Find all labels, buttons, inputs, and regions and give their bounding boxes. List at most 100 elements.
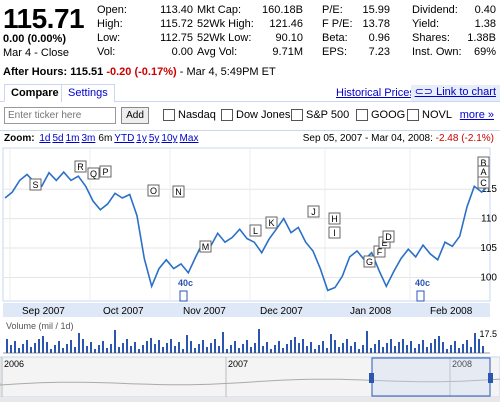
checkbox-novl[interactable] [407, 109, 419, 121]
stat-value: 90.10 [275, 32, 303, 44]
stat-value: 7.23 [368, 46, 390, 58]
stat-row: Dividend: 0.40 [412, 3, 496, 17]
dividend-marker [416, 290, 425, 302]
checkbox-dow-jones[interactable] [221, 109, 233, 121]
historical-prices-link[interactable]: Historical Prices [336, 87, 415, 99]
stat-row: Vol: 0.00 [97, 45, 193, 59]
overview-window [371, 357, 491, 397]
volume-bar [114, 330, 116, 353]
volume-bar [294, 337, 296, 353]
annotation-flag [307, 205, 320, 218]
stat-label: Vol: [97, 46, 116, 58]
checkbox-label-sp500: S&P 500 [306, 109, 350, 121]
stat-row: Open: 113.40 [97, 3, 193, 17]
annotation-letter: F [377, 247, 383, 257]
volume-bar [462, 344, 464, 353]
zoom-option-10y[interactable]: 10y [161, 133, 178, 144]
stat-label: F P/E: [322, 18, 353, 30]
volume-bar [74, 347, 76, 353]
volume-bar [246, 340, 248, 353]
volume-bar [470, 347, 472, 353]
quote-date-status: Mar 4 - Close [3, 47, 70, 59]
stat-row: 52Wk High: 121.46 [197, 17, 303, 31]
zoom-option-5y[interactable]: 5y [148, 133, 160, 144]
zoom-option-3m[interactable]: 3m [81, 133, 96, 144]
stat-value: 1.38B [467, 32, 496, 44]
zoom-option-ytd[interactable]: YTD [114, 133, 135, 144]
volume-bar [306, 346, 308, 353]
volume-bar [234, 341, 236, 353]
volume-bar [102, 341, 104, 353]
more-link[interactable]: more » [459, 109, 494, 121]
zoom-option-5d[interactable]: 5d [52, 133, 64, 144]
checkbox-goog[interactable] [356, 109, 368, 121]
volume-bar [482, 346, 484, 353]
link-to-chart-button[interactable]: ⊂⊃ Link to chart [410, 85, 500, 101]
volume-bar [266, 342, 268, 353]
checkbox-sp500[interactable] [291, 109, 303, 121]
zoom-option-1y[interactable]: 1y [136, 133, 147, 144]
volume-bar [414, 348, 416, 353]
ticker-input[interactable] [4, 107, 116, 124]
dividend-marker [179, 290, 188, 302]
stock-price: 115.71 [3, 3, 85, 34]
price-chart[interactable]: 100 105 110 115 Sep 2007 Oct 2007 Nov 2007 Dec … [0, 131, 500, 402]
checkbox-nasdaq[interactable] [163, 109, 175, 121]
zoom-option-1m[interactable]: 1m [65, 133, 80, 144]
volume-bar [458, 348, 460, 353]
stats-column-1: Open: 113.40 High: 115.72 Low: 112.75 Vol: 0.00 [97, 3, 193, 59]
overview-line [0, 378, 500, 386]
tab-compare[interactable]: Compare [4, 84, 66, 102]
add-ticker-button[interactable]: Add [121, 107, 149, 124]
zoom-option-max[interactable]: Max [179, 133, 199, 144]
volume-bar [274, 345, 276, 353]
after-hours-price: 115.51 [70, 66, 104, 78]
volume-bar [478, 339, 480, 353]
volume-bar [394, 346, 396, 353]
volume-bar [438, 336, 440, 353]
zoom-option-6m[interactable]: 6m [98, 133, 113, 144]
annotation-letter: E [381, 238, 387, 248]
volume-bar [6, 339, 8, 353]
chart-tab-bar: Compare Settings Historical Prices ⊂⊃ Li… [0, 84, 500, 102]
annotation-letter: Q [90, 169, 97, 179]
checkbox-label-goog: GOOG [371, 109, 406, 121]
plot-frame [2, 147, 491, 302]
volume-bar [154, 344, 156, 353]
volume-bar [474, 333, 476, 353]
tab-settings[interactable]: Settings [61, 84, 115, 102]
stat-value: 0.00 [171, 46, 193, 58]
volume-bar [206, 347, 208, 353]
volume-bar [426, 347, 428, 353]
annotation-flag [147, 184, 160, 197]
overview-year-label: 2008 [452, 359, 472, 369]
volume-bar [326, 348, 328, 353]
volume-bar [46, 342, 48, 353]
annotation-letter: A [480, 167, 486, 177]
x-tick-label: Nov 2007 [183, 306, 226, 317]
annotation-flag [477, 165, 490, 178]
annotation-flag [328, 212, 341, 225]
volume-bar [30, 347, 32, 353]
date-axis-band [3, 303, 490, 317]
annotation-flag [265, 216, 278, 229]
volume-bar [78, 333, 80, 353]
stats-column-3: P/E: 15.99 F P/E: 13.78 Beta: 0.96 EPS: 7.23 [322, 3, 390, 59]
x-tick-label: Jan 2008 [350, 306, 392, 317]
annotation-flag [249, 224, 262, 237]
volume-bar [142, 345, 144, 353]
zoom-option-1d[interactable]: 1d [39, 133, 51, 144]
overview-strip [0, 356, 500, 398]
volume-bar [298, 343, 300, 353]
annotation-flag [328, 226, 341, 239]
volume-bar [202, 340, 204, 353]
volume-bar [434, 339, 436, 353]
checkbox-label-nasdaq: Nasdaq [178, 109, 216, 121]
volume-bar [26, 340, 28, 353]
volume-bar [422, 340, 424, 353]
stat-label: Shares: [412, 32, 450, 44]
volume-bar [126, 339, 128, 353]
stat-row: Avg Vol: 9.71M [197, 45, 303, 59]
x-tick-label: Sep 2007 [22, 306, 65, 317]
dividend-label: 40c [178, 278, 193, 288]
